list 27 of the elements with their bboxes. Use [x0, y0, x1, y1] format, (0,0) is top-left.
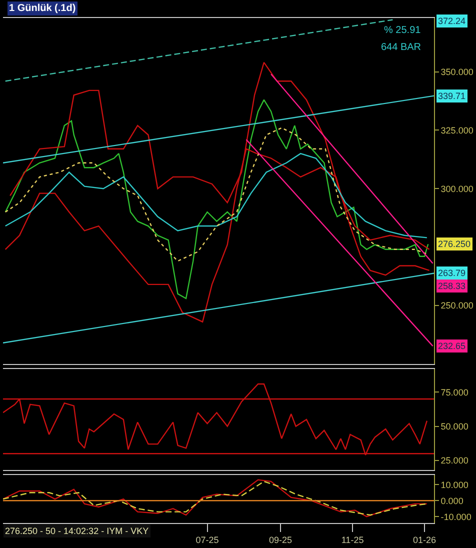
text: 372.24	[438, 16, 466, 26]
y-tick-label: 75.000	[440, 387, 468, 398]
line-series	[4, 99, 429, 300]
x-tick-label: 07-25	[196, 534, 219, 545]
x-tick-label: 11-25	[341, 534, 364, 545]
y-tick-label: 25.000	[440, 456, 468, 466]
y-tick-label: 0.000	[440, 496, 464, 506]
y-tick-label: 250.000	[440, 300, 474, 311]
chart-title: 1 Günlük (.1d)	[9, 3, 76, 14]
text: 276.250 - 50 - 14:02:32 - IYM - VKY	[5, 526, 149, 536]
y-tick-label: 325.000	[440, 125, 474, 136]
annotation: 644 BAR	[381, 42, 422, 53]
line-series	[4, 127, 428, 262]
x-tick-label: 09-25	[268, 534, 292, 545]
y-tick-label: 350.000	[440, 66, 474, 77]
y-tick-label: 50.000	[440, 421, 468, 432]
x-tick-label: 01-26	[413, 534, 436, 545]
y-tick-label: 10.000	[440, 480, 468, 490]
text: 258.33	[438, 281, 466, 291]
y-tick-label: -10.000	[440, 512, 472, 522]
annotation: % 25.91	[384, 25, 422, 36]
annotation: 232.65	[438, 341, 466, 351]
line-series	[4, 152, 428, 238]
y-tick-label: 300.000	[440, 184, 474, 194]
annotation: 276.250	[438, 239, 471, 249]
annotation: 339.71	[438, 91, 466, 101]
annotation: 263.79	[438, 268, 466, 278]
